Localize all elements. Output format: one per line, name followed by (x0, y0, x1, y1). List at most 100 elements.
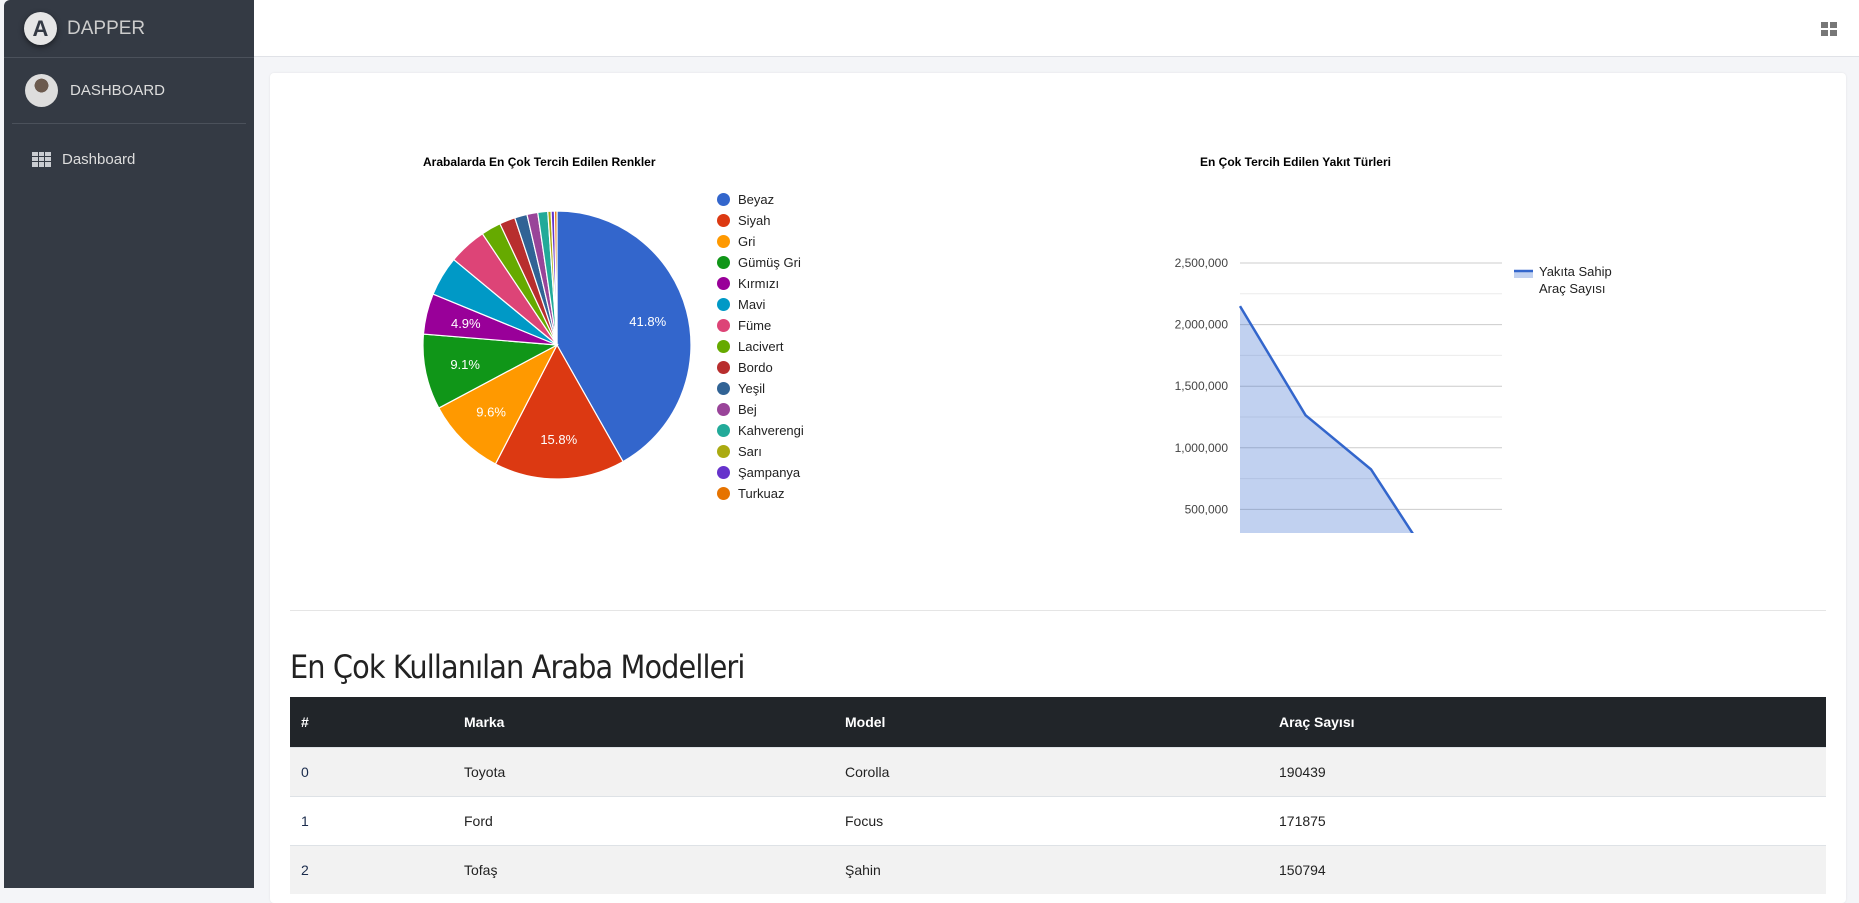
legend-label: Mavi (738, 297, 766, 312)
legend-dot (717, 298, 730, 311)
top-navbar (254, 0, 1859, 57)
area-chart: 0500,0001,000,0001,500,0002,000,0002,500… (1175, 256, 1612, 533)
table-cell: 0 (290, 746, 453, 796)
column-header[interactable]: Araç Sayısı (1268, 697, 1826, 747)
legend-item[interactable]: Lacivert (717, 336, 804, 357)
legend-item[interactable]: Füme (717, 315, 804, 336)
table-cell: 2 (290, 844, 453, 894)
legend-dot (717, 214, 730, 227)
brand-name: DAPPER (67, 17, 146, 39)
y-tick-label: 1,500,000 (1175, 379, 1229, 393)
table-cell: Toyota (453, 746, 834, 796)
pie-slice-label: 15.8% (540, 432, 577, 447)
user-profile[interactable]: DASHBOARD (12, 58, 246, 124)
area-line (1238, 305, 1414, 533)
legend-label: Gri (738, 234, 756, 249)
pie-slice-label: 41.8% (629, 314, 666, 329)
pie-chart-title: Arabalarda En Çok Tercih Edilen Renkler (423, 155, 656, 169)
table-cell: 171875 (1268, 795, 1826, 845)
legend-dot (717, 340, 730, 353)
legend-item[interactable]: Yeşil (717, 378, 804, 399)
table-row: 1 Ford Focus 171875 (290, 795, 1826, 845)
legend-label: Yeşil (738, 381, 765, 396)
legend-dot (717, 361, 730, 374)
sidebar-item-label: Dashboard (62, 150, 136, 168)
table-cell: Ford (453, 795, 834, 845)
content-card: Arabalarda En Çok Tercih Edilen Renkler … (270, 73, 1846, 903)
table-cell: 1 (290, 795, 453, 845)
table-row: 2 Tofaş Şahin 150794 (290, 844, 1826, 894)
legend-label: Bordo (738, 360, 773, 375)
legend-label: Kahverengi (738, 423, 804, 438)
car-models-table: # Marka Model Araç Sayısı 0 Toyota Corolla… (290, 697, 1826, 894)
legend-label: Lacivert (738, 339, 784, 354)
pie-legend: Beyaz Siyah Gri Gümüş Gri Kırmızı Mavi Füme Lac… (717, 189, 804, 504)
pie-slice-label: 9.1% (450, 357, 480, 372)
user-label: DASHBOARD (70, 82, 166, 99)
legend-label: Bej (738, 402, 757, 417)
legend-swatch (1514, 271, 1533, 278)
legend-item[interactable]: Şampanya (717, 462, 804, 483)
table-cell: Focus (834, 795, 1268, 845)
y-tick-label: 1,000,000 (1175, 441, 1229, 455)
table-cell: Corolla (834, 746, 1268, 796)
pie-slice-label: 4.9% (451, 316, 481, 331)
legend-dot (717, 466, 730, 479)
table-row: 0 Toyota Corolla 190439 (290, 746, 1826, 796)
table-cell: 190439 (1268, 746, 1826, 796)
legend-dot (717, 382, 730, 395)
legend-dot (717, 403, 730, 416)
legend-item[interactable]: Bordo (717, 357, 804, 378)
legend-item[interactable]: Turkuaz (717, 483, 804, 504)
legend-item[interactable]: Siyah (717, 210, 804, 231)
legend-item[interactable]: Kırmızı (717, 273, 804, 294)
table-cell: 150794 (1268, 844, 1826, 894)
column-header[interactable]: # (290, 697, 453, 747)
apps-icon[interactable] (1821, 22, 1837, 36)
table-cell: Tofaş (453, 844, 834, 894)
legend-label: Füme (738, 318, 772, 333)
legend-item[interactable]: Beyaz (717, 189, 804, 210)
legend-item[interactable]: Bej (717, 399, 804, 420)
sidebar-item-dashboard[interactable]: Dashboard (4, 124, 254, 194)
pie-slice[interactable] (437, 343, 559, 465)
legend-label: Beyaz (738, 192, 775, 207)
legend-item[interactable]: Sarı (717, 441, 804, 462)
column-header[interactable]: Marka (453, 697, 834, 747)
legend-dot (717, 319, 730, 332)
area-fill (1240, 306, 1413, 533)
legend-item[interactable]: Gümüş Gri (717, 252, 804, 273)
y-tick-label: 2,500,000 (1175, 256, 1229, 270)
legend-label: Gümüş Gri (738, 255, 801, 270)
legend-label: Kırmızı (738, 276, 780, 291)
pie-slice[interactable] (494, 343, 624, 480)
pie-slice[interactable] (553, 210, 558, 346)
legend-dot (717, 277, 730, 290)
legend-item[interactable]: Gri (717, 231, 804, 252)
legend-dot (717, 193, 730, 206)
avatar (25, 74, 58, 107)
pie-slice[interactable] (556, 210, 692, 463)
brand[interactable]: A DAPPER (4, 0, 254, 58)
table-cell: Şahin (834, 844, 1268, 894)
section-title: En Çok Kullanılan Araba Modelleri (290, 648, 745, 686)
legend-label: Turkuaz (738, 486, 785, 501)
legend-dot (717, 424, 730, 437)
y-tick-label: 500,000 (1185, 502, 1229, 516)
legend-label: Sarı (738, 444, 762, 459)
divider (290, 610, 1826, 611)
legend-dot (717, 235, 730, 248)
legend-label: Siyah (738, 213, 771, 228)
legend-item[interactable]: Kahverengi (717, 420, 804, 441)
table-header-row: # Marka Model Araç Sayısı (290, 697, 1826, 747)
line-chart-title: En Çok Tercih Edilen Yakıt Türleri (1200, 155, 1391, 169)
legend-dot (717, 487, 730, 500)
pie-chart: 41.8% 15.8% 9.6% 9.1% 4.9% (422, 210, 692, 480)
sidebar: A DAPPER DASHBOARD Dashboard (4, 0, 254, 888)
legend-dot (717, 256, 730, 269)
column-header[interactable]: Model (834, 697, 1268, 747)
logo-icon: A (24, 12, 57, 45)
pie-slice-label: 9.6% (476, 405, 506, 420)
legend-label[interactable]: Yakıta Sahip Araç Sayısı (1539, 264, 1612, 296)
legend-item[interactable]: Mavi (717, 294, 804, 315)
